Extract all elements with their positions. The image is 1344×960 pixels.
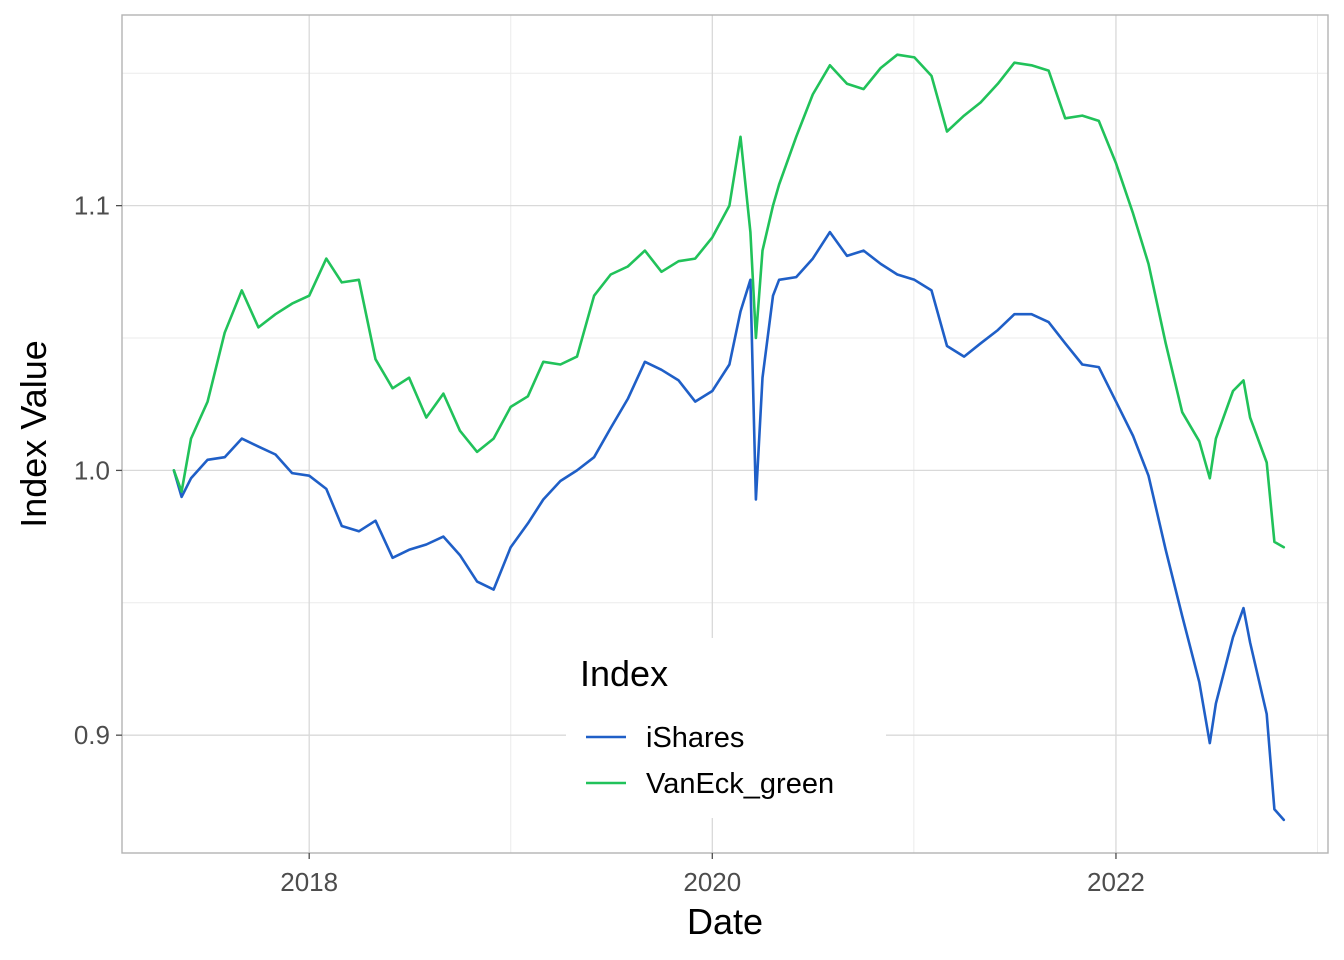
- grid-minor: [122, 15, 1328, 853]
- legend-label: VanEck_green: [646, 768, 834, 800]
- legend-label: iShares: [646, 722, 744, 754]
- y-tick-label: 0.9: [74, 720, 110, 750]
- panel-border: [121, 14, 1329, 854]
- legend-items: iShares VanEck_green: [586, 722, 834, 800]
- legend-title: Index: [580, 653, 668, 694]
- y-tick-label: 1.0: [74, 455, 110, 485]
- x-axis-title: Date: [687, 901, 763, 942]
- x-tick-label: 2018: [280, 867, 338, 897]
- series-line-vaneck-green: [172, 53, 1286, 549]
- y-axis-ticks: 0.9 1.0 1.1: [74, 191, 122, 750]
- legend: Index iShares VanEck_green: [566, 638, 886, 818]
- x-axis-ticks: 2018 2020 2022: [280, 853, 1145, 897]
- series-line-ishares: [172, 230, 1286, 822]
- series-layer: [172, 53, 1286, 822]
- y-axis-title: Index Value: [13, 340, 54, 527]
- y-tick-label: 1.1: [74, 191, 110, 221]
- legend-background: [566, 638, 886, 818]
- x-tick-label: 2022: [1087, 867, 1145, 897]
- x-tick-label: 2020: [683, 867, 741, 897]
